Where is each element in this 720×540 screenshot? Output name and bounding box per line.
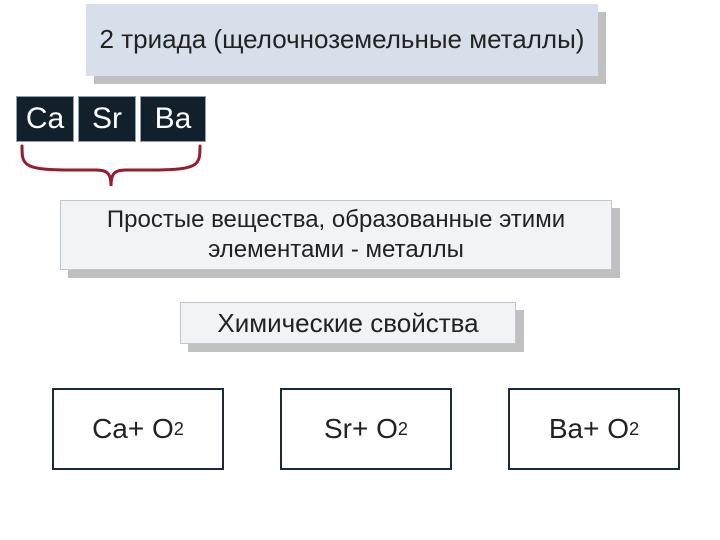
reaction-plus: + O bbox=[583, 413, 629, 445]
title-box: 2 триада (щелочноземельные металлы) bbox=[86, 4, 598, 76]
reaction-sr: Sr + O2 bbox=[280, 388, 452, 470]
subtitle1-container: Простые вещества, образованные этими эле… bbox=[60, 200, 620, 278]
element-ca: Ca bbox=[16, 96, 74, 142]
reaction-el: Ba bbox=[549, 413, 583, 445]
subtitle2-text: Химические свойства bbox=[217, 308, 478, 339]
subtitle2-box: Химические свойства bbox=[180, 302, 516, 344]
reaction-el: Sr bbox=[324, 413, 352, 445]
brace-wrap bbox=[18, 142, 204, 198]
reaction-plus: + O bbox=[352, 413, 398, 445]
title-text: 2 триада (щелочноземельные металлы) bbox=[100, 24, 585, 55]
element-label: Ba bbox=[155, 102, 192, 136]
reaction-plus: + O bbox=[128, 413, 174, 445]
reaction-ba: Ba + O2 bbox=[508, 388, 680, 470]
reaction-sub: 2 bbox=[629, 419, 639, 440]
subtitle1-text: Простые вещества, образованные этими эле… bbox=[91, 205, 581, 265]
reactions-row: Ca + O2 Sr + O2 Ba + O2 bbox=[52, 388, 680, 470]
subtitle1-box: Простые вещества, образованные этими эле… bbox=[60, 200, 612, 270]
reaction-ca: Ca + O2 bbox=[52, 388, 224, 470]
subtitle2-container: Химические свойства bbox=[180, 302, 524, 352]
title-container: 2 триада (щелочноземельные металлы) bbox=[86, 4, 606, 84]
reaction-el: Ca bbox=[92, 413, 128, 445]
element-sr: Sr bbox=[78, 96, 136, 142]
reaction-sub: 2 bbox=[398, 419, 408, 440]
reaction-sub: 2 bbox=[174, 419, 184, 440]
element-ba: Ba bbox=[140, 96, 206, 142]
elements-row: Ca Sr Ba bbox=[16, 96, 206, 142]
brace-icon bbox=[18, 142, 204, 198]
element-label: Ca bbox=[26, 102, 64, 136]
element-label: Sr bbox=[92, 102, 122, 136]
